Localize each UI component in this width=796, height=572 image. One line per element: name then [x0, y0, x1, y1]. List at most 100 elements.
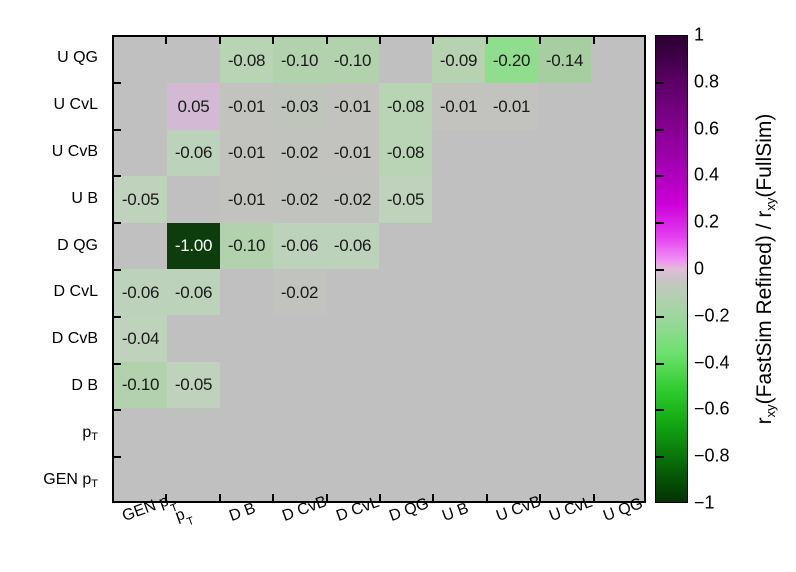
- x-axis-label: U B: [440, 500, 471, 526]
- colorbar-axis-title: r xy (FastSim Refined) / r xy (FullSim): [745, 35, 785, 503]
- heatmap-cell: [538, 315, 591, 362]
- heatmap-cell: [273, 361, 326, 409]
- y-axis-label-text: D QG: [57, 236, 98, 254]
- heatmap-cell: [220, 454, 273, 501]
- heatmap-cell: [591, 315, 644, 362]
- heatmap-cell: -0.06: [326, 222, 379, 269]
- heatmap-cell: [591, 129, 644, 177]
- y-axis-label-subscript: T: [91, 477, 98, 490]
- y-axis-tick: [112, 315, 121, 318]
- heatmap-cell: [432, 269, 485, 316]
- x-axis-tick-bottom: [539, 494, 542, 503]
- colorbar-tick-label: 0.6: [694, 118, 720, 139]
- heatmap-cell: [591, 454, 644, 501]
- x-axis-tick-top: [592, 35, 595, 44]
- heatmap-cell: [485, 176, 538, 223]
- x-axis-tick-bottom: [485, 494, 488, 503]
- heatmap-cell: [538, 83, 591, 130]
- colorbar-tick: [655, 456, 664, 459]
- heatmap-cell: -0.01: [326, 129, 379, 177]
- heatmap-cell: -0.10: [326, 37, 379, 84]
- colorbar-tick-label: 0.8: [694, 71, 720, 92]
- x-axis-tick-bottom: [165, 494, 168, 503]
- x-axis-label-text: U B: [440, 499, 472, 525]
- x-axis-tick-top: [485, 35, 488, 44]
- heatmap-cell: -0.02: [326, 176, 379, 223]
- x-axis-tick-top: [165, 35, 168, 44]
- x-axis-tick-top: [379, 35, 381, 44]
- colorbar-title-end: (FullSim): [753, 113, 776, 198]
- heatmap-cell: [538, 361, 591, 409]
- heatmap-cell: -0.14: [538, 37, 591, 84]
- heatmap-cell: [538, 269, 591, 316]
- heatmap-cell: 0.05: [167, 83, 220, 130]
- heatmap-cell: -0.06: [167, 269, 220, 316]
- heatmap-cell: [114, 408, 167, 455]
- heatmap-cell: [379, 315, 432, 362]
- y-axis-label: D B: [0, 363, 106, 410]
- heatmap-cell: [485, 269, 538, 316]
- heatmap-cell: -0.05: [379, 176, 432, 223]
- x-axis-tick-top: [432, 35, 435, 44]
- colorbar-tick-label: −0.6: [694, 398, 730, 419]
- y-axis-label-subscript: T: [91, 430, 98, 443]
- heatmap-cell: [432, 408, 485, 455]
- colorbar-tick-label: 1: [694, 24, 705, 45]
- heatmap-cell: [591, 408, 644, 455]
- x-axis-label-text: p: [173, 505, 188, 525]
- x-axis-label: D B: [227, 500, 258, 526]
- heatmap-cell: -0.05: [167, 361, 220, 409]
- colorbar-tick: [655, 269, 664, 271]
- heatmap-cell: -0.06: [114, 269, 167, 316]
- heatmap-cell: -0.20: [485, 37, 538, 84]
- x-axis-label-text: D B: [226, 499, 258, 525]
- heatmap-cell: [326, 408, 379, 455]
- y-axis-tick: [112, 81, 121, 84]
- heatmap-cell: [114, 83, 167, 130]
- heatmap-cell: [432, 454, 485, 501]
- heatmap-cell: [114, 37, 167, 84]
- heatmap-cell: [379, 37, 432, 84]
- x-axis-tick-bottom: [218, 494, 221, 503]
- y-axis-label-text: U B: [71, 189, 98, 207]
- heatmap-cell: -0.01: [220, 176, 273, 223]
- heatmap-cell: [591, 269, 644, 316]
- heatmap-cell: [167, 454, 220, 501]
- x-axis-tick-bottom: [432, 494, 435, 503]
- heatmap-cell: [326, 361, 379, 409]
- x-axis-tick-top: [539, 35, 542, 44]
- heatmap-cell: -0.04: [114, 315, 167, 362]
- x-axis-label: pT: [173, 504, 196, 529]
- heatmap-cell: [379, 454, 432, 501]
- heatmap-cell: [432, 129, 485, 177]
- heatmap-cell: -1.00: [167, 222, 220, 269]
- heatmap-cell: [167, 315, 220, 362]
- y-axis-label: U CvL: [0, 82, 106, 129]
- heatmap-cell: -0.05: [114, 176, 167, 223]
- heatmap-cell: [591, 83, 644, 130]
- heatmap-cell: [432, 361, 485, 409]
- heatmap-cell: -0.06: [167, 129, 220, 177]
- heatmap-cell: [485, 222, 538, 269]
- y-axis-label: U QG: [0, 35, 106, 82]
- heatmap-cell: [591, 361, 644, 409]
- heatmap-cell: -0.10: [273, 37, 326, 84]
- heatmap-cell: [485, 408, 538, 455]
- heatmap-cell: -0.02: [273, 269, 326, 316]
- heatmap-cell: [220, 408, 273, 455]
- heatmap-cell: -0.08: [379, 83, 432, 130]
- colorbar-tick: [655, 409, 664, 412]
- y-axis-tick: [112, 175, 121, 178]
- y-axis-tick: [112, 409, 121, 412]
- heatmap-cell: [167, 408, 220, 455]
- heatmap-cell: [379, 408, 432, 455]
- x-axis-tick-bottom: [379, 494, 381, 503]
- y-axis-label-text: D B: [71, 376, 98, 394]
- heatmap-cell: [485, 315, 538, 362]
- heatmap-cell: [591, 176, 644, 223]
- colorbar-tick: [655, 315, 664, 318]
- heatmap-cell: [273, 454, 326, 501]
- y-axis-label-text: D CvL: [53, 283, 98, 301]
